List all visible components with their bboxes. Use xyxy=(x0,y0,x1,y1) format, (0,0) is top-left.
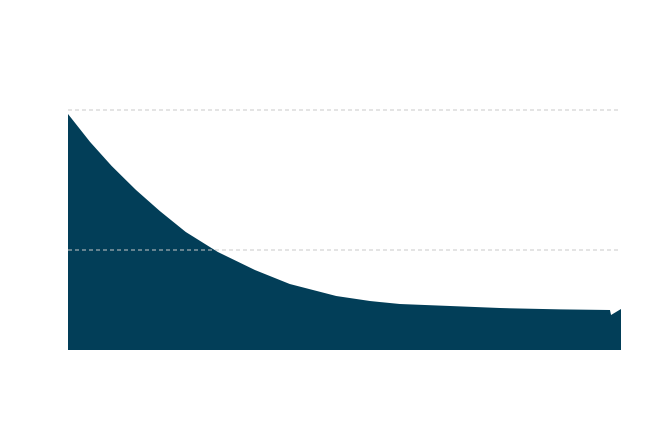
area-series xyxy=(68,114,621,350)
